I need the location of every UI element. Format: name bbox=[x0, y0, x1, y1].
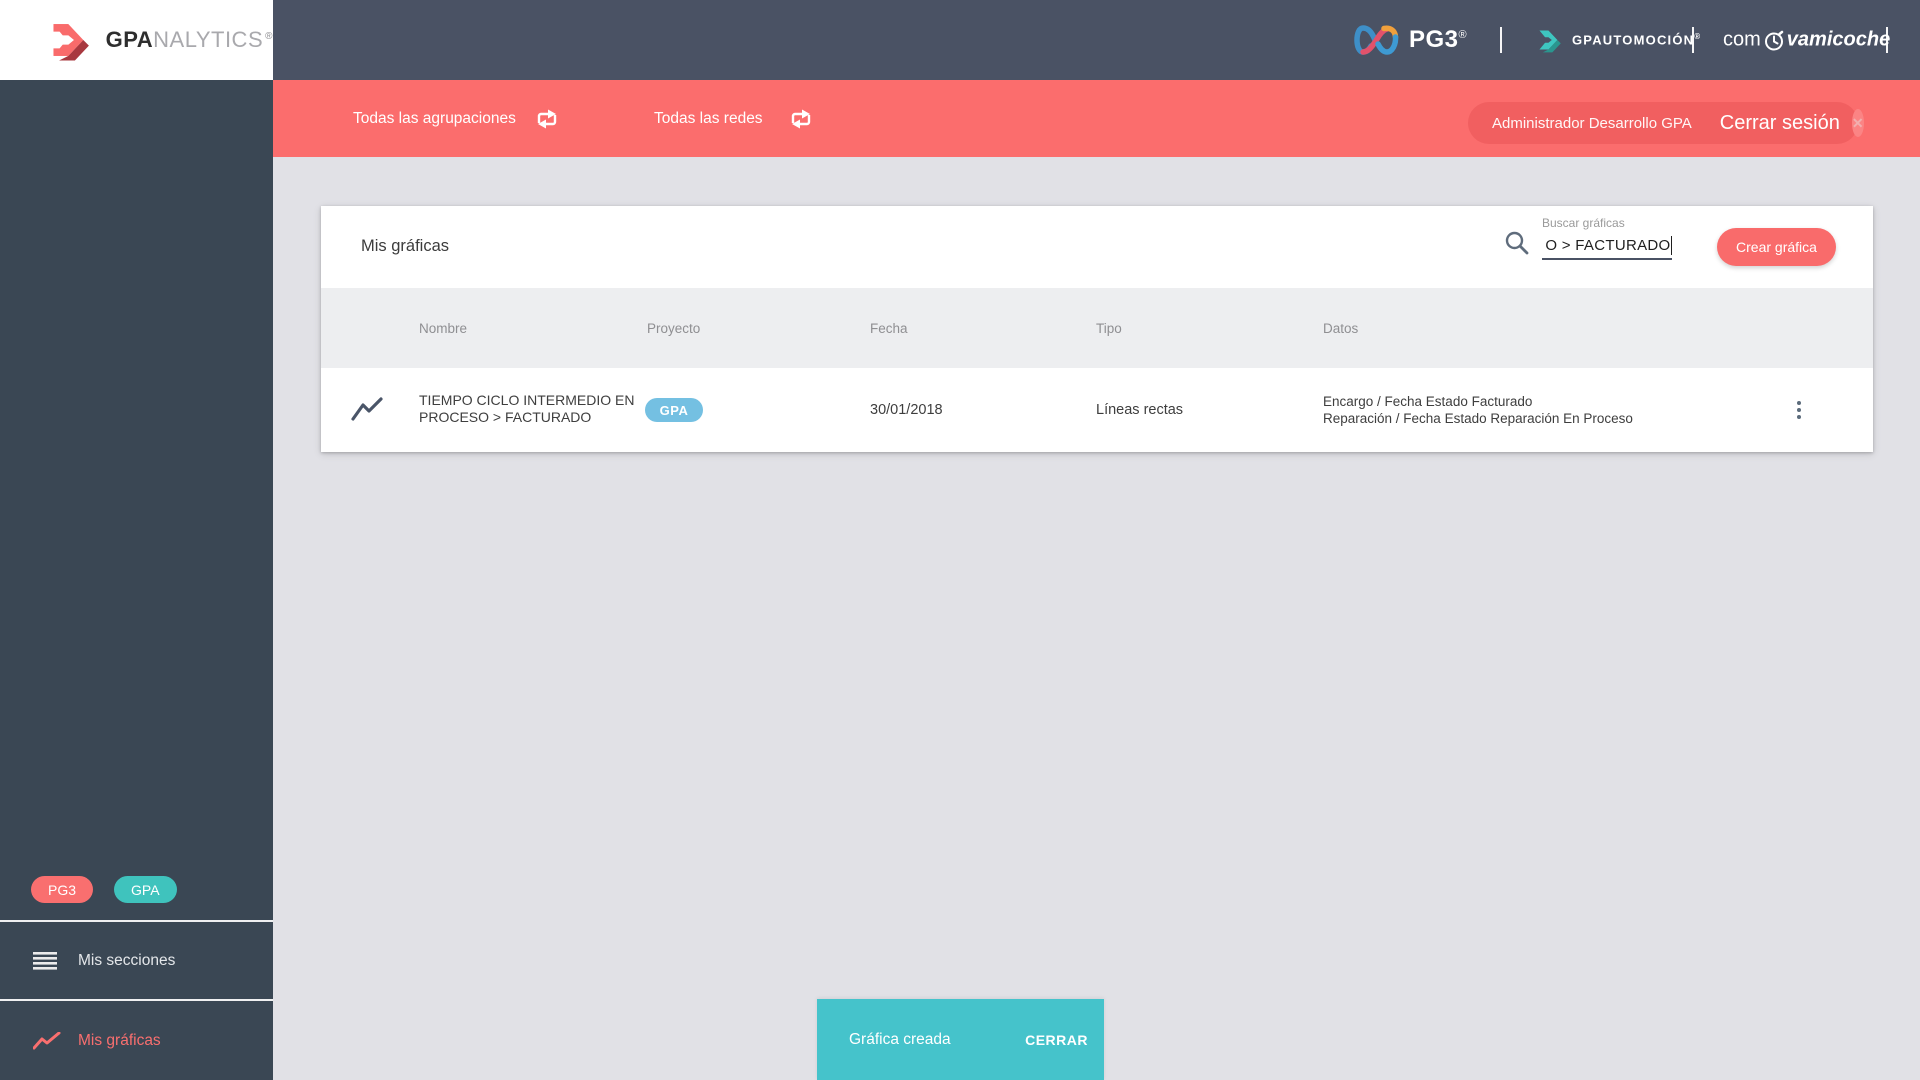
data-cell: Encargo / Fecha Estado Facturado Reparac… bbox=[1323, 393, 1633, 427]
groups-filter-label: Todas las agrupaciones bbox=[353, 109, 516, 127]
compravamicoche-suffix: vamicoche bbox=[1786, 28, 1891, 51]
search-icon bbox=[1505, 231, 1529, 255]
gpautomocion-label: GPAUTOMOCIÓN® bbox=[1572, 32, 1702, 48]
clock-icon bbox=[1764, 30, 1784, 50]
sidebar-divider bbox=[0, 920, 273, 922]
sidebar-badges: PG3 GPA bbox=[31, 876, 177, 903]
pg3-label: PG3® bbox=[1409, 26, 1468, 53]
card-toolbar: Mis gráficas Buscar gráficas O > FACTURA… bbox=[321, 206, 1873, 288]
date-cell: 30/01/2018 bbox=[870, 402, 943, 418]
gpautomocion-arrow-icon bbox=[1539, 30, 1561, 53]
charts-card: Mis gráficas Buscar gráficas O > FACTURA… bbox=[321, 206, 1873, 452]
chart-name: TIEMPO CICLO INTERMEDIO EN PROCESO > FAC… bbox=[419, 392, 635, 425]
row-menu-button[interactable] bbox=[1787, 396, 1811, 424]
project-badge: GPA bbox=[645, 398, 703, 422]
user-name: Administrador Desarrollo GPA bbox=[1492, 114, 1692, 132]
top-app-header: PG3® GPAUTOMOCIÓN® com vamicoche bbox=[273, 0, 1920, 80]
gpanalytics-wordmark: GPANALYTICS ® bbox=[105, 27, 273, 52]
groups-filter[interactable]: Todas las agrupaciones bbox=[353, 110, 516, 128]
line-chart-icon bbox=[33, 1031, 61, 1049]
column-header-proyecto: Proyecto bbox=[647, 321, 701, 336]
line-chart-icon bbox=[351, 397, 383, 421]
compravamicoche-brand[interactable]: com vamicoche bbox=[1723, 29, 1890, 52]
table-header: Nombre Proyecto Fecha Tipo Datos bbox=[321, 288, 1873, 368]
table-row[interactable]: TIEMPO CICLO INTERMEDIO EN PROCESO > FAC… bbox=[321, 368, 1873, 452]
pg3-infinity-icon bbox=[1354, 25, 1399, 55]
project-cell: GPA bbox=[645, 398, 703, 422]
gpanalytics-arrow-icon bbox=[53, 24, 89, 61]
sidebar-item-label: Mis secciones bbox=[78, 952, 176, 969]
groups-swap-button[interactable] bbox=[535, 108, 559, 130]
search-input[interactable]: O > FACTURADO bbox=[1542, 232, 1672, 260]
logout-button[interactable]: Cerrar sesión bbox=[1719, 111, 1840, 134]
column-header-nombre: Nombre bbox=[419, 321, 468, 336]
type-cell: Líneas rectas bbox=[1096, 402, 1184, 418]
data-line-1: Encargo / Fecha Estado Facturado bbox=[1323, 394, 1533, 409]
pg3-brand[interactable]: PG3® bbox=[1353, 25, 1467, 55]
sidebar-item-mis-graficas[interactable]: Mis gráficas bbox=[0, 1001, 273, 1080]
swap-icon bbox=[791, 109, 811, 128]
text-cursor bbox=[1670, 235, 1672, 255]
session-pill: Administrador Desarrollo GPA Cerrar sesi… bbox=[1468, 102, 1864, 144]
toast-message: Gráfica creada bbox=[849, 1030, 951, 1048]
sidebar-item-mis-secciones[interactable]: Mis secciones bbox=[0, 923, 273, 999]
search-field-label: Buscar gráficas bbox=[1542, 216, 1625, 230]
create-chart-button[interactable]: Crear gráfica bbox=[1717, 228, 1836, 266]
dot bbox=[1797, 401, 1801, 405]
networks-filter[interactable]: Todas las redes bbox=[654, 110, 763, 128]
gpanalytics-logo: GPANALYTICS ® bbox=[0, 0, 273, 80]
networks-swap-button[interactable] bbox=[789, 108, 813, 130]
compravamicoche-prefix: com bbox=[1723, 28, 1761, 51]
sidebar-item-label: Mis gráficas bbox=[78, 1031, 161, 1049]
search-input-value: O > FACTURADO bbox=[1545, 236, 1671, 254]
sidebar-divider bbox=[0, 999, 273, 1001]
pg3-badge[interactable]: PG3 bbox=[31, 876, 94, 903]
gpa-badge[interactable]: GPA bbox=[114, 876, 177, 903]
column-header-fecha: Fecha bbox=[870, 321, 908, 336]
dot bbox=[1797, 415, 1801, 419]
data-line-2: Reparación / Fecha Estado Reparación En … bbox=[1323, 411, 1633, 426]
list-icon bbox=[33, 952, 57, 970]
networks-filter-label: Todas las redes bbox=[654, 109, 763, 127]
filter-bar: Todas las agrupaciones Todas las redes A… bbox=[273, 80, 1920, 157]
snackbar-toast: Gráfica creada CERRAR bbox=[817, 999, 1104, 1080]
toast-close-button[interactable]: CERRAR bbox=[1025, 1031, 1088, 1048]
gpautomocion-brand[interactable]: GPAUTOMOCIÓN® bbox=[1535, 26, 1701, 54]
header-divider bbox=[1886, 27, 1888, 53]
dot bbox=[1797, 408, 1801, 412]
swap-icon bbox=[537, 109, 557, 128]
page-title: Mis gráficas bbox=[361, 237, 450, 255]
sidebar: PG3 GPA Mis secciones Mis gráficas bbox=[0, 80, 273, 1080]
column-header-tipo: Tipo bbox=[1096, 321, 1122, 336]
header-divider bbox=[1692, 27, 1694, 53]
header-divider bbox=[1500, 27, 1502, 53]
column-header-datos: Datos bbox=[1323, 321, 1359, 336]
logout-close-icon[interactable]: ✕ bbox=[1851, 109, 1864, 137]
